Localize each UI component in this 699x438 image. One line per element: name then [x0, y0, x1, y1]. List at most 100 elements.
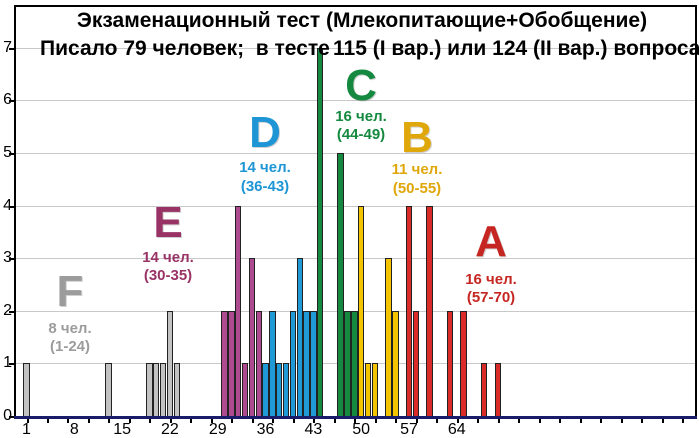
x-axis-tick — [395, 419, 398, 423]
bar-grade-C-score-49 — [351, 310, 358, 417]
bar-grade-E-score-30 — [221, 310, 228, 417]
x-axis-tick — [87, 419, 90, 423]
bar-grade-B-score-54 — [385, 258, 392, 417]
grade-letter-text-F: F — [56, 267, 84, 316]
x-axis-tick — [231, 419, 234, 423]
bar-grade-D-score-39 — [282, 363, 290, 417]
y-axis-tick — [9, 47, 14, 50]
gridline-y7 — [16, 47, 695, 49]
x-axis-tick — [292, 419, 295, 423]
x-axis-label: 8 — [69, 421, 79, 438]
x-axis-tick — [641, 419, 644, 423]
x-axis-tick — [149, 419, 152, 423]
x-axis-tick — [26, 419, 29, 423]
bar-grade-F-score-1 — [23, 363, 30, 417]
grade-letter-D: D — [249, 111, 281, 155]
gridline-y6 — [16, 100, 695, 102]
bar-grade-A-score-65 — [460, 310, 467, 417]
bar-grade-E-score-32 — [235, 205, 242, 417]
y-axis-tick — [9, 205, 14, 208]
bar-grade-D-score-38 — [276, 363, 283, 417]
x-axis-tick — [415, 419, 418, 423]
gridline-y5 — [16, 153, 695, 154]
x-axis-tick — [477, 419, 480, 423]
grade-count-D: 14 чел. — [239, 159, 291, 176]
x-axis-tick — [436, 419, 439, 423]
grade-count-C: 16 чел. — [335, 108, 387, 125]
x-axis-tick — [374, 419, 377, 423]
x-axis-tick — [67, 419, 70, 423]
chart-subtitle-right: 115 (I вар.) или 124 (II вар.) вопроса — [333, 37, 699, 60]
grade-count-E: 14 чел. — [142, 249, 194, 266]
bar-grade-B-score-51 — [364, 363, 372, 417]
bar-grade-A-score-57 — [405, 205, 413, 417]
grade-range-F: (1-24) — [49, 338, 91, 355]
x-axis-label: 22 — [161, 421, 179, 438]
bar-grade-A-score-68 — [480, 363, 488, 417]
bar-grade-A-score-70 — [494, 363, 501, 417]
x-axis-tick — [497, 419, 500, 423]
bar-grade-C-score-44 — [316, 47, 324, 417]
grade-letter-text-C: C — [345, 61, 377, 110]
y-axis-label: 6 — [3, 91, 12, 109]
bar-grade-B-score-52 — [371, 363, 379, 417]
bar-grade-D-score-43 — [310, 310, 317, 417]
bar-grade-B-score-55 — [392, 310, 399, 417]
bar-grade-E-score-33 — [241, 363, 249, 417]
x-axis-tick — [169, 419, 172, 423]
x-axis-tick — [538, 419, 541, 423]
bar-grade-F-score-21 — [159, 363, 167, 417]
x-axis-label: 36 — [256, 421, 275, 438]
grade-range-B: (50-55) — [392, 180, 442, 197]
chart-title: Экзаменационный тест (Млекопитающие+Обоб… — [76, 9, 648, 32]
x-axis-label: 64 — [447, 421, 466, 438]
grade-count-B: 11 чел. — [391, 161, 443, 178]
y-axis-label: 4 — [3, 196, 12, 214]
y-axis-tick — [9, 416, 14, 418]
x-axis-tick — [559, 419, 562, 423]
bar-grade-A-score-63 — [446, 310, 454, 417]
x-axis-tick — [313, 419, 316, 423]
grade-count-F: 8 чел. — [48, 320, 92, 337]
y-axis-tick — [9, 153, 14, 155]
bar-grade-D-score-37 — [269, 310, 276, 417]
grade-count-A: 16 чел. — [465, 271, 517, 288]
grade-letter-text-D: D — [249, 108, 281, 157]
x-axis-tick — [354, 419, 357, 423]
y-axis-label: 0 — [3, 407, 12, 424]
x-axis-tick — [46, 419, 49, 423]
x-axis-tick — [600, 419, 603, 423]
grade-letter-E: E — [153, 201, 182, 245]
bar-grade-D-score-41 — [296, 258, 303, 417]
bar-grade-E-score-35 — [255, 310, 262, 417]
x-axis-tick — [128, 419, 131, 423]
y-axis-label: 7 — [3, 38, 12, 56]
y-axis-tick — [9, 363, 14, 366]
grade-range-A: (57-70) — [466, 289, 516, 306]
grade-range-C: (44-49) — [336, 126, 386, 143]
bar-grade-D-score-36 — [262, 363, 269, 417]
y-axis-label: 2 — [3, 301, 12, 319]
x-axis-label: 57 — [400, 421, 418, 438]
y-axis-label: 1 — [3, 354, 12, 372]
x-axis-tick — [333, 419, 336, 423]
grade-letter-text-A: A — [475, 217, 507, 266]
grade-letter-C: C — [345, 64, 377, 108]
x-axis-tick — [456, 419, 459, 423]
x-axis-tick — [190, 419, 193, 423]
x-axis-label: 1 — [22, 421, 31, 438]
bar-grade-A-score-60 — [426, 205, 433, 417]
y-axis-tick — [9, 310, 14, 313]
grade-range-E: (30-35) — [143, 267, 193, 284]
y-axis-tick — [9, 100, 14, 103]
bar-grade-C-score-47 — [337, 153, 344, 417]
bar-grade-D-score-42 — [303, 310, 310, 417]
bar-grade-E-score-34 — [248, 258, 256, 417]
grade-range-D: (36-43) — [240, 178, 290, 195]
x-axis-tick — [620, 419, 623, 423]
x-axis-line — [14, 416, 697, 419]
x-axis-tick — [579, 419, 582, 423]
grade-letter-F: F — [57, 270, 84, 314]
y-axis-label: 5 — [3, 144, 12, 161]
